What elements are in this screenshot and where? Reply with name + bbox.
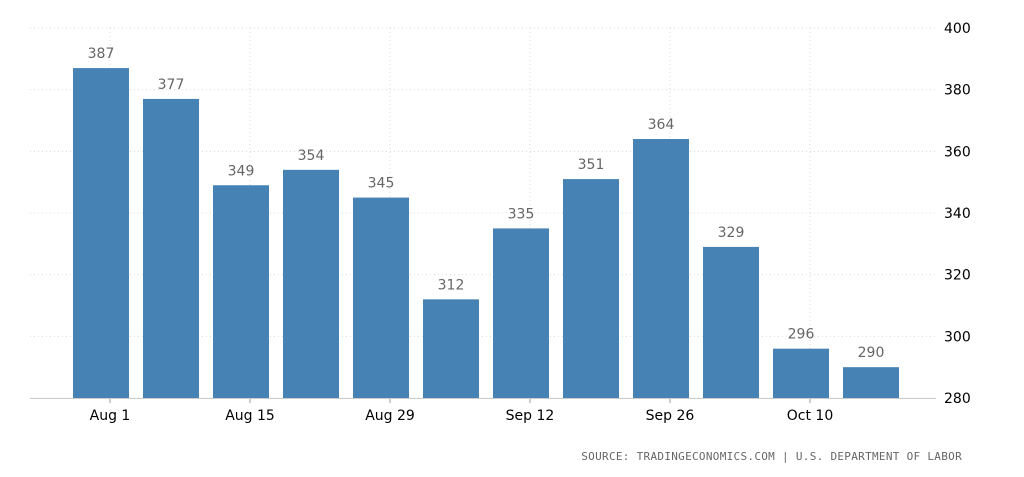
bar-value-label: 290	[858, 345, 885, 361]
bar	[703, 246, 759, 398]
bar-value-label: 354	[298, 148, 325, 164]
bar-value-label: 329	[718, 225, 745, 241]
x-tick-label: Aug 15	[225, 408, 275, 424]
y-tick-label: 400	[944, 21, 971, 37]
bar-value-label: 349	[228, 163, 255, 179]
bar	[773, 348, 829, 398]
y-tick-label: 300	[944, 329, 971, 345]
y-tick-label: 280	[944, 391, 971, 407]
bar-value-label: 335	[508, 206, 535, 222]
y-tick-label: 320	[944, 268, 971, 284]
x-tick-label: Sep 12	[506, 408, 555, 424]
bar	[423, 299, 479, 398]
bar-value-label: 351	[578, 157, 605, 173]
x-tick-label: Oct 10	[787, 408, 833, 424]
bar-value-label: 312	[438, 277, 465, 293]
bar	[283, 169, 339, 398]
y-tick-label: 360	[944, 144, 971, 160]
y-axis: 280 300 320 340 360 380 400	[944, 21, 971, 407]
bar	[843, 367, 899, 398]
bar	[213, 185, 269, 398]
bar	[353, 197, 409, 398]
y-tick-label: 380	[944, 83, 971, 99]
bar	[493, 228, 549, 398]
data-labels: 387 377 349 354 345 312 335 351 364 329 296 290	[88, 46, 885, 361]
x-axis: Aug 1 Aug 15 Aug 29 Sep 12 Sep 26 Oct 10	[90, 408, 834, 424]
bar	[73, 68, 129, 398]
bar-value-label: 345	[368, 176, 395, 192]
x-tick-label: Aug 29	[365, 408, 415, 424]
bar-value-label: 364	[648, 117, 675, 133]
bar	[563, 179, 619, 398]
bars	[73, 68, 899, 399]
source-note: SOURCE: TRADINGECONOMICS.COM | U.S. DEPA…	[581, 450, 962, 463]
bar-value-label: 377	[158, 77, 185, 93]
y-tick-label: 340	[944, 206, 971, 222]
bar	[143, 98, 199, 399]
bar	[633, 139, 689, 398]
bar-value-label: 296	[788, 327, 815, 343]
bar-value-label: 387	[88, 46, 115, 62]
x-tick-label: Aug 1	[90, 408, 131, 424]
x-tick-label: Sep 26	[646, 408, 695, 424]
